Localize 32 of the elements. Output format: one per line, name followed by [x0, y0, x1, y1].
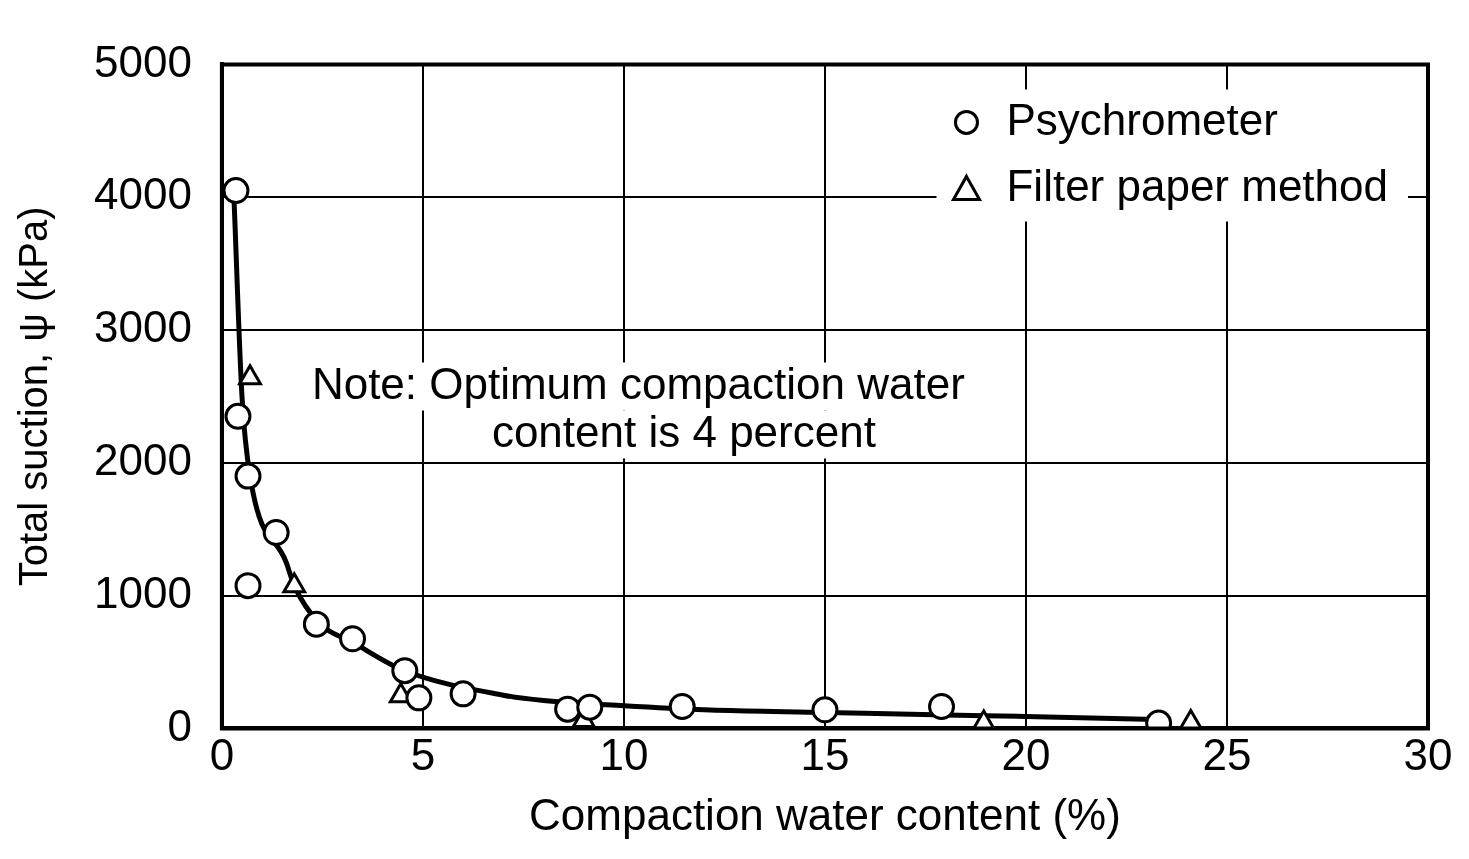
x-tick-label: 25 [1202, 729, 1252, 779]
x-tick-label: 15 [800, 729, 850, 779]
x-tick-label: 5 [410, 729, 436, 779]
y-tick-label: 4000 [93, 169, 192, 219]
y-tick-label: 2000 [93, 434, 192, 484]
point [668, 692, 696, 720]
y-tick-label: 5000 [93, 36, 192, 86]
point [391, 657, 419, 685]
y-tick-label: 1000 [93, 567, 192, 617]
point [302, 610, 330, 638]
legend-label: Filter paper method [1006, 160, 1389, 210]
point [262, 519, 290, 547]
point [234, 572, 262, 600]
point [222, 177, 250, 205]
y-tick-label: 3000 [93, 302, 192, 352]
point [224, 402, 252, 430]
point [576, 693, 604, 721]
x-axis-title: Compaction water content (%) [529, 789, 1121, 839]
point [811, 696, 839, 724]
x-tick-label: 20 [1001, 729, 1051, 779]
point [405, 684, 433, 712]
point [234, 462, 262, 490]
point [928, 692, 956, 720]
x-tick-label: 0 [209, 729, 235, 779]
point [554, 695, 582, 723]
point [449, 680, 477, 708]
y-axis-title: Total suction, ψ (kPa) [11, 206, 56, 587]
x-tick-label: 30 [1403, 729, 1453, 779]
annotation: Note: Optimum compaction water content is 4 percent [311, 358, 965, 456]
x-tick-label: 10 [599, 729, 649, 779]
legend-label: Psychrometer [1006, 94, 1278, 144]
point [339, 625, 367, 653]
